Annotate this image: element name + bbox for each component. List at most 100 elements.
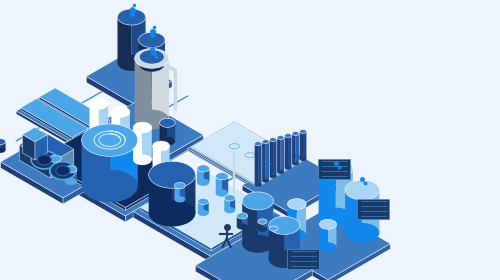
Polygon shape [266, 140, 269, 181]
Ellipse shape [237, 223, 248, 230]
Polygon shape [91, 118, 106, 129]
Polygon shape [284, 134, 288, 168]
Bar [318, 158, 350, 179]
Ellipse shape [118, 9, 146, 25]
Polygon shape [168, 118, 175, 141]
Polygon shape [296, 132, 299, 163]
Polygon shape [188, 148, 258, 190]
Polygon shape [258, 270, 312, 280]
Ellipse shape [174, 196, 186, 202]
Polygon shape [70, 120, 110, 146]
Ellipse shape [160, 118, 175, 127]
Polygon shape [268, 216, 284, 259]
Ellipse shape [134, 48, 169, 68]
Ellipse shape [269, 226, 278, 231]
Ellipse shape [345, 180, 380, 200]
Ellipse shape [277, 136, 284, 139]
Polygon shape [203, 198, 208, 213]
Ellipse shape [82, 124, 138, 156]
Ellipse shape [148, 200, 196, 227]
Ellipse shape [288, 229, 306, 240]
Polygon shape [172, 161, 196, 213]
Ellipse shape [292, 161, 299, 165]
Polygon shape [288, 134, 292, 168]
Ellipse shape [198, 210, 208, 216]
Polygon shape [174, 182, 180, 199]
Polygon shape [280, 136, 284, 172]
Polygon shape [191, 122, 302, 186]
Polygon shape [300, 130, 303, 159]
Polygon shape [274, 226, 278, 235]
Polygon shape [222, 172, 228, 193]
Polygon shape [258, 142, 262, 185]
Polygon shape [297, 199, 306, 235]
Ellipse shape [138, 71, 165, 86]
Ellipse shape [112, 106, 130, 117]
Polygon shape [196, 234, 312, 280]
Polygon shape [258, 161, 302, 187]
Ellipse shape [64, 166, 77, 173]
Polygon shape [86, 76, 133, 109]
Ellipse shape [31, 151, 57, 169]
Polygon shape [328, 244, 390, 280]
Bar [286, 249, 318, 269]
Polygon shape [16, 111, 70, 146]
Polygon shape [198, 198, 203, 213]
Polygon shape [242, 213, 248, 227]
Polygon shape [152, 50, 164, 64]
Polygon shape [0, 162, 63, 204]
Polygon shape [237, 213, 242, 227]
Ellipse shape [64, 178, 77, 185]
Polygon shape [262, 219, 267, 229]
Ellipse shape [140, 50, 164, 64]
Polygon shape [292, 132, 296, 163]
Polygon shape [152, 48, 169, 120]
Polygon shape [258, 219, 262, 229]
Ellipse shape [242, 192, 274, 210]
Polygon shape [191, 147, 258, 187]
Polygon shape [20, 131, 74, 163]
Polygon shape [258, 162, 304, 190]
Polygon shape [32, 126, 188, 216]
Polygon shape [0, 139, 102, 198]
Ellipse shape [90, 129, 108, 140]
Polygon shape [133, 122, 142, 160]
Ellipse shape [37, 155, 51, 165]
Ellipse shape [320, 242, 336, 252]
Polygon shape [110, 124, 138, 186]
Polygon shape [22, 127, 48, 142]
Polygon shape [148, 161, 172, 213]
Ellipse shape [216, 190, 228, 197]
Ellipse shape [56, 166, 70, 176]
Polygon shape [196, 265, 258, 280]
Polygon shape [320, 219, 328, 247]
Ellipse shape [133, 154, 152, 165]
Ellipse shape [292, 132, 299, 136]
Polygon shape [277, 136, 280, 172]
Polygon shape [40, 97, 91, 129]
Polygon shape [106, 126, 114, 139]
Polygon shape [49, 155, 55, 172]
Polygon shape [262, 140, 266, 181]
Polygon shape [188, 122, 304, 189]
Ellipse shape [284, 166, 292, 170]
Polygon shape [132, 9, 145, 63]
Polygon shape [0, 139, 5, 150]
Ellipse shape [90, 99, 108, 109]
Polygon shape [133, 81, 172, 109]
Polygon shape [269, 226, 274, 235]
Ellipse shape [300, 130, 306, 134]
Polygon shape [318, 159, 336, 218]
Ellipse shape [269, 233, 278, 238]
Polygon shape [82, 124, 110, 186]
Polygon shape [242, 185, 289, 218]
Polygon shape [160, 118, 168, 141]
Ellipse shape [270, 174, 276, 178]
Polygon shape [258, 192, 274, 244]
Polygon shape [161, 141, 170, 171]
Ellipse shape [174, 182, 186, 189]
Ellipse shape [50, 162, 76, 180]
Ellipse shape [82, 170, 138, 202]
Polygon shape [97, 125, 106, 139]
Polygon shape [270, 138, 273, 176]
